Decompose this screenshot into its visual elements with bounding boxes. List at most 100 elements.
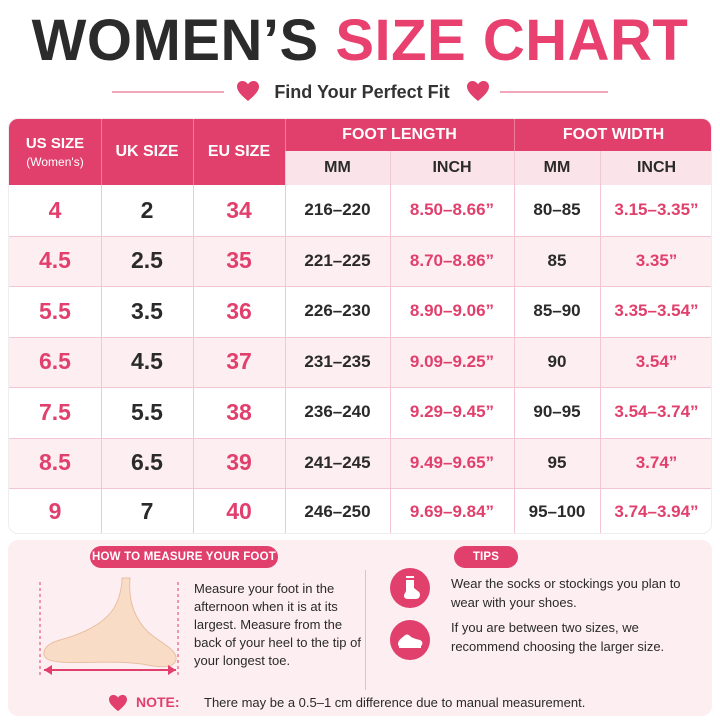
- grid-line: [9, 488, 711, 489]
- heart-icon: [237, 81, 259, 101]
- table-row: 6.5 4.5 37 231–235 9.09–9.25” 90 3.54”: [9, 336, 711, 387]
- table-row: 5.5 3.5 36 226–230 8.90–9.06” 85–90 3.35…: [9, 286, 711, 337]
- cell-eu: 39: [226, 449, 252, 476]
- cell-length-mm: 221–225: [304, 250, 371, 270]
- header-us-size: US SIZE (Women's): [9, 119, 101, 185]
- note-text: There may be a 0.5–1 cm difference due t…: [204, 695, 586, 710]
- grid-line: [285, 151, 286, 533]
- sock-icon: [390, 568, 430, 608]
- cell-eu: 34: [226, 196, 252, 223]
- cell-width-mm: 80–85: [533, 200, 581, 220]
- header-foot-length: FOOT LENGTH: [285, 119, 514, 151]
- subtitle-line-right: [500, 91, 608, 93]
- cell-us: 6.5: [39, 348, 71, 375]
- note-row: NOTE: There may be a 0.5–1 cm difference…: [8, 690, 712, 716]
- grid-line: [600, 151, 601, 533]
- header-foot-width: FOOT WIDTH: [514, 119, 711, 151]
- cell-width-mm: 95–100: [528, 501, 586, 521]
- cell-length-inch: 9.49–9.65”: [409, 452, 495, 472]
- cell-eu: 38: [226, 398, 252, 425]
- grid-line: [390, 151, 391, 533]
- cell-length-mm: 226–230: [304, 301, 371, 321]
- cell-us: 4.5: [39, 247, 71, 274]
- grid-line: [9, 387, 711, 388]
- grid-line: [514, 151, 515, 533]
- cell-length-inch: 8.70–8.86”: [409, 250, 495, 270]
- cell-uk: 6.5: [131, 449, 163, 476]
- cell-uk: 5.5: [131, 398, 163, 425]
- shoe-icon: [390, 620, 430, 660]
- header-eu-size: EU SIZE: [193, 119, 285, 185]
- table-row: 8.5 6.5 39 241–245 9.49–9.65” 95 3.74”: [9, 437, 711, 488]
- header-divider: [101, 119, 102, 185]
- cell-width-mm: 95: [547, 452, 567, 472]
- cell-uk: 2.5: [131, 247, 163, 274]
- cell-us: 7.5: [39, 398, 71, 425]
- page-title: WOMEN’S SIZE CHART: [0, 6, 720, 76]
- tips-label: TIPS: [454, 546, 518, 568]
- cell-eu: 37: [226, 348, 252, 375]
- grid-line: [9, 286, 711, 287]
- cell-length-inch: 9.09–9.25”: [409, 351, 495, 371]
- cell-width-mm: 85–90: [533, 301, 581, 321]
- info-panel: HOW TO MEASURE YOUR FOOT Measure your fo…: [8, 540, 712, 716]
- cell-width-inch: 3.15–3.35”: [614, 200, 699, 220]
- header-divider: [193, 119, 194, 185]
- table-row: 4 2 34 216–220 8.50–8.66” 80–85 3.15–3.3…: [9, 185, 711, 236]
- table-row: 9 7 40 246–250 9.69–9.84” 95–100 3.74–3.…: [9, 488, 711, 533]
- cell-length-mm: 246–250: [304, 501, 371, 521]
- subtitle: Find Your Perfect Fit: [274, 82, 450, 102]
- subtitle-row: Find Your Perfect Fit: [0, 76, 720, 108]
- subtitle-line-left: [112, 91, 224, 93]
- cell-width-mm: 85: [547, 250, 567, 270]
- cell-length-mm: 231–235: [304, 351, 371, 371]
- cell-uk: 7: [140, 498, 154, 524]
- cell-width-inch: 3.74”: [635, 452, 678, 472]
- header-length-mm: MM: [285, 151, 390, 185]
- heart-icon: [467, 81, 489, 101]
- cell-eu: 35: [226, 247, 252, 274]
- header-us-size-sub: (Women's): [26, 155, 84, 169]
- grid-line: [9, 437, 711, 439]
- title-part-2: SIZE CHART: [335, 8, 689, 73]
- cell-us: 5.5: [39, 297, 71, 324]
- table-row: 7.5 5.5 38 236–240 9.29–9.45” 90–95 3.54…: [9, 387, 711, 438]
- grid-line: [9, 336, 711, 338]
- cell-length-inch: 8.50–8.66”: [409, 200, 495, 220]
- cell-uk: 3.5: [131, 297, 163, 324]
- grid-line: [101, 185, 102, 533]
- measure-label: HOW TO MEASURE YOUR FOOT: [90, 546, 278, 568]
- cell-width-inch: 3.54”: [635, 351, 678, 371]
- header-us-size-label: US SIZE: [25, 135, 85, 152]
- cell-length-inch: 9.69–9.84”: [409, 501, 495, 521]
- cell-width-inch: 3.35”: [635, 250, 678, 270]
- header-length-inch: INCH: [390, 151, 514, 185]
- size-table: US SIZE (Women's) UK SIZE EU SIZE FOOT L…: [8, 118, 712, 534]
- grid-line: [9, 235, 711, 237]
- cell-us: 9: [48, 498, 62, 524]
- cell-length-mm: 241–245: [304, 452, 371, 472]
- cell-length-inch: 8.90–9.06”: [409, 301, 495, 321]
- cell-width-inch: 3.74–3.94”: [614, 501, 699, 521]
- cell-width-mm: 90: [547, 351, 567, 371]
- cell-eu: 36: [226, 297, 252, 324]
- heart-icon: [109, 694, 127, 712]
- cell-width-inch: 3.35–3.54”: [614, 301, 699, 321]
- cell-length-mm: 236–240: [304, 402, 371, 422]
- grid-line: [193, 185, 194, 533]
- cell-us: 4: [48, 196, 62, 223]
- table-row: 4.5 2.5 35 221–225 8.70–8.86” 85 3.35”: [9, 235, 711, 286]
- foot-measure-icon: [39, 577, 179, 676]
- cell-width-mm: 90–95: [533, 402, 581, 422]
- measure-text: Measure your foot in the afternoon when …: [194, 581, 361, 668]
- header-width-inch: INCH: [600, 151, 711, 185]
- cell-us: 8.5: [39, 449, 71, 476]
- header-uk-size: UK SIZE: [101, 119, 193, 185]
- header-width-mm: MM: [514, 151, 600, 185]
- cell-uk: 4.5: [131, 348, 163, 375]
- cell-uk: 2: [140, 196, 154, 223]
- title-part-1: WOMEN’S: [31, 8, 319, 73]
- cell-length-inch: 9.29–9.45”: [409, 402, 495, 422]
- panel-divider: [365, 570, 366, 690]
- cell-width-inch: 3.54–3.74”: [614, 402, 699, 422]
